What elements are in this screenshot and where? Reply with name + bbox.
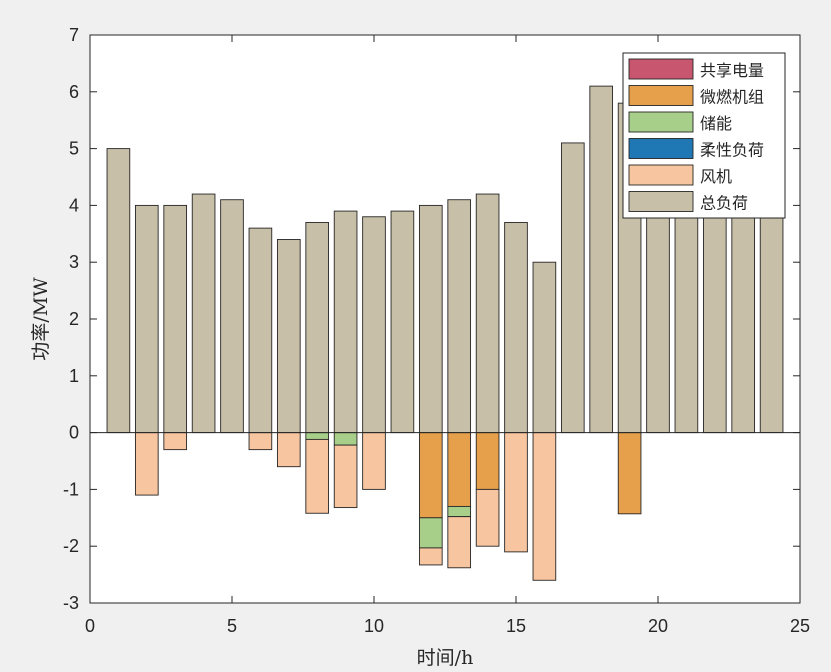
legend-label: 储能 (700, 114, 732, 133)
y-axis: -3 -2 -1 0 1 2 3 4 5 6 7 (63, 25, 800, 613)
bar-segment (447, 516, 472, 569)
y-tick-label: -3 (63, 593, 79, 613)
bar-segment (731, 187, 756, 434)
bar-segment (475, 488, 500, 547)
legend-label: 风机 (700, 167, 732, 186)
bar-segment (305, 221, 330, 434)
bar-segment (163, 432, 188, 451)
bar-segment (362, 432, 386, 490)
y-tick-label: 6 (69, 82, 79, 102)
bar-segment (276, 432, 301, 468)
bar-segment (447, 432, 472, 507)
bar-segment (418, 432, 443, 519)
bar-segment (674, 193, 699, 434)
y-tick-label: -2 (63, 536, 79, 556)
x-tick-label: 20 (648, 616, 668, 636)
bar-segment (134, 204, 159, 434)
bar-segment (617, 432, 642, 515)
x-tick-label: 5 (227, 616, 237, 636)
x-tick-label: 0 (85, 616, 95, 636)
y-tick-label: 5 (69, 139, 79, 159)
bar-segment (447, 199, 472, 434)
y-axis-title: 功率/MW (30, 277, 52, 361)
bar-segment (532, 261, 557, 434)
bar-segment (333, 210, 358, 434)
bar-segment (504, 221, 528, 434)
legend-swatch (628, 138, 694, 159)
legend-swatch (628, 58, 694, 80)
y-tick-label: -1 (63, 479, 79, 499)
x-axis: 0 5 10 15 20 25 (85, 35, 810, 636)
bar-segment (333, 444, 358, 509)
y-tick-label: 7 (69, 25, 79, 45)
y-tick-label: 3 (69, 252, 79, 272)
legend-label: 共享电量 (700, 61, 764, 80)
bar-segment (418, 547, 443, 566)
legend-label: 总负荷 (700, 194, 748, 213)
bar-segment (248, 227, 273, 434)
bar-segment (702, 204, 727, 434)
bar-segment (362, 216, 386, 434)
legend-swatch (628, 85, 694, 106)
bar-segment (390, 210, 415, 434)
bar-segment (248, 432, 273, 451)
bar-segment (475, 432, 500, 490)
bar-segment (276, 239, 301, 434)
bar-segment (759, 204, 784, 434)
x-axis-title: 时间/h (417, 647, 474, 669)
bar-segment (220, 199, 244, 434)
bars-group (106, 85, 784, 581)
x-tick-label: 10 (364, 616, 384, 636)
legend-swatch (628, 111, 694, 133)
legend-swatch (628, 191, 694, 212)
bar-segment (191, 193, 216, 434)
y-tick-label: 0 (69, 423, 79, 443)
x-tick-label: 25 (790, 616, 810, 636)
bar-segment (163, 204, 188, 434)
bar-segment (418, 204, 443, 434)
bar-segment (589, 85, 614, 434)
bar-segment (560, 142, 585, 434)
bar-segment (418, 517, 443, 549)
bar-segment (305, 438, 330, 514)
bar-segment (532, 432, 557, 581)
bar-segment (305, 432, 330, 440)
bar-segment (333, 432, 358, 446)
legend-box (622, 52, 786, 219)
legend-swatch (628, 164, 694, 186)
bar-segment (106, 148, 131, 434)
bar-segment (447, 505, 472, 518)
bar-segment (134, 432, 159, 496)
y-tick-label: 2 (69, 309, 79, 329)
legend-label: 柔性负荷 (700, 141, 764, 160)
y-tick-label: 4 (69, 195, 79, 215)
x-tick-label: 15 (506, 616, 526, 636)
legend-label: 微燃机组 (700, 88, 764, 107)
bar-segment (504, 432, 528, 553)
y-tick-label: 1 (69, 366, 79, 386)
bar-segment (475, 193, 500, 434)
